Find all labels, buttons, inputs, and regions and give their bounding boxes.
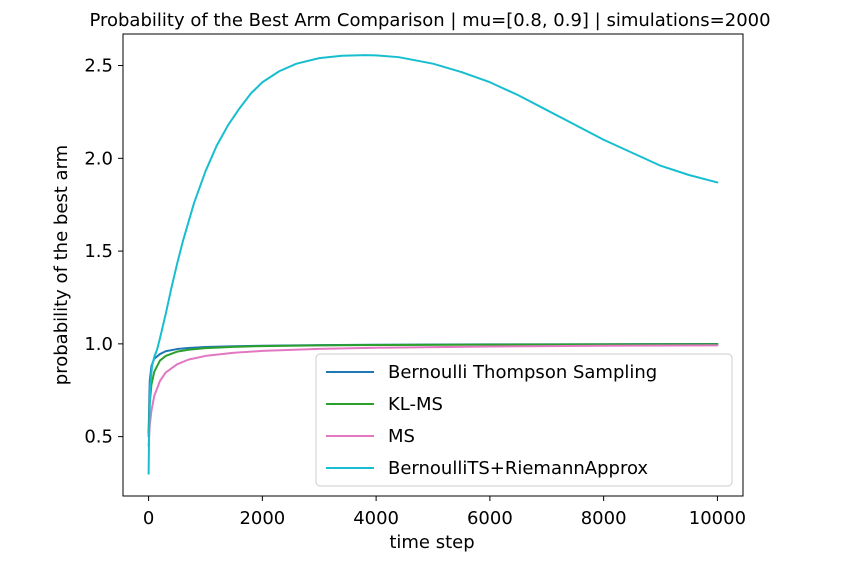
y-tick-label: 2.0 <box>84 148 113 169</box>
x-tick-label: 10000 <box>689 508 746 529</box>
x-tick-label: 6000 <box>467 508 513 529</box>
series-line-2 <box>147 344 719 447</box>
legend-box <box>315 353 733 487</box>
y-tick-label: 1.0 <box>84 334 113 355</box>
y-tick-label: 1.5 <box>84 241 113 262</box>
legend-label-0: Bernoulli Thompson Sampling <box>388 362 657 383</box>
legend-label-3: BernoulliTS+RiemannApprox <box>388 458 648 479</box>
legend: Bernoulli Thompson Sampling KL-MS MS Bernou… <box>315 353 733 487</box>
legend-label-1: KL-MS <box>388 394 443 415</box>
x-tick-label: 2000 <box>239 508 285 529</box>
y-tick-label: 2.5 <box>84 56 113 77</box>
x-axis-label: time step <box>389 532 474 553</box>
y-tick-label: 0.5 <box>84 427 113 448</box>
plot-area-frame <box>122 33 744 497</box>
chart-title: Probability of the Best Arm Comparison |… <box>89 10 770 31</box>
x-tick-label: 0 <box>143 508 154 529</box>
y-axis: 0.5 1.0 1.5 2.0 2.5 <box>84 56 123 448</box>
legend-label-2: MS <box>388 426 415 447</box>
y-axis-label: probability of the best arm <box>51 145 72 385</box>
series-line-3 <box>147 54 719 475</box>
plot-lines <box>147 54 719 475</box>
x-tick-label: 4000 <box>353 508 399 529</box>
series-line-1 <box>147 343 719 438</box>
x-tick-label: 8000 <box>581 508 627 529</box>
x-axis: 0 2000 4000 6000 8000 10000 <box>143 496 746 529</box>
